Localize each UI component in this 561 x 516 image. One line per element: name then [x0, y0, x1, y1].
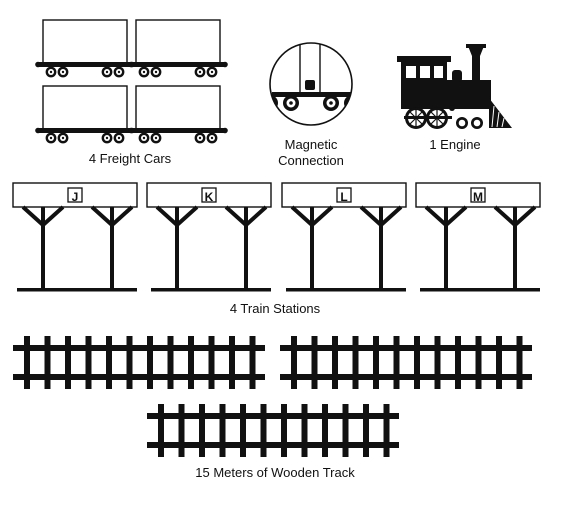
track-tie: [291, 336, 297, 389]
steam-engine-illustration: [397, 44, 512, 129]
freight-car-2: [127, 19, 229, 79]
freight-car-1: [34, 19, 136, 79]
track-tie: [332, 336, 338, 389]
track-tie: [229, 336, 235, 389]
magnetic-connection-label-line1: Magnetic: [284, 137, 338, 152]
track-tie: [393, 336, 400, 389]
stations-label: 4 Train Stations: [229, 301, 321, 316]
station-letter-l: L: [340, 190, 347, 204]
track-tie: [167, 336, 174, 389]
track-tie: [496, 336, 502, 389]
track-tie: [383, 404, 390, 457]
station-letter-k: K: [205, 190, 214, 204]
track-section-3: [147, 404, 399, 457]
freight-car-3: [34, 85, 136, 145]
track-tie: [373, 336, 379, 389]
track-tie: [44, 336, 51, 389]
track-tie: [106, 336, 112, 389]
track-tie: [208, 336, 215, 389]
engine-label: 1 Engine: [429, 137, 481, 152]
magnetic-connection-illustration: [269, 42, 353, 126]
track-tie: [311, 336, 318, 389]
track-tie: [434, 336, 441, 389]
track-tie: [260, 404, 267, 457]
station-letter-j: J: [72, 190, 79, 204]
track-tie: [301, 404, 308, 457]
track-tie: [126, 336, 133, 389]
freight-cars-group: [34, 19, 229, 145]
track-tie: [363, 404, 369, 457]
track-tie: [147, 336, 153, 389]
station-letter-m: M: [473, 190, 483, 204]
track-label: 15 Meters of Wooden Track: [195, 465, 355, 480]
track-section-2: [280, 336, 532, 389]
magnetic-connection-label-line2: Connection: [278, 153, 344, 168]
track-tie: [455, 336, 461, 389]
track-tie: [178, 404, 185, 457]
freight-cars-label: 4 Freight Cars: [88, 151, 172, 166]
track-tie: [342, 404, 349, 457]
track-tie: [322, 404, 328, 457]
track-tie: [24, 336, 30, 389]
track-tie: [249, 336, 256, 389]
track-tie: [352, 336, 359, 389]
track-tie: [516, 336, 523, 389]
stations-group: J K L M: [11, 181, 542, 294]
track-section-1: [13, 336, 265, 389]
track-tie: [158, 404, 164, 457]
track-tie: [414, 336, 420, 389]
track-tie: [475, 336, 482, 389]
wooden-track-group: [13, 336, 532, 457]
track-tie: [240, 404, 246, 457]
track-tie: [85, 336, 92, 389]
freight-car-4: [127, 85, 229, 145]
track-tie: [65, 336, 71, 389]
track-tie: [219, 404, 226, 457]
track-tie: [188, 336, 194, 389]
track-tie: [281, 404, 287, 457]
track-tie: [199, 404, 205, 457]
